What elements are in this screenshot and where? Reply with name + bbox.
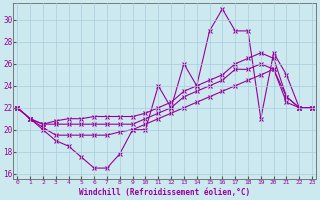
X-axis label: Windchill (Refroidissement éolien,°C): Windchill (Refroidissement éolien,°C) [79, 188, 250, 197]
